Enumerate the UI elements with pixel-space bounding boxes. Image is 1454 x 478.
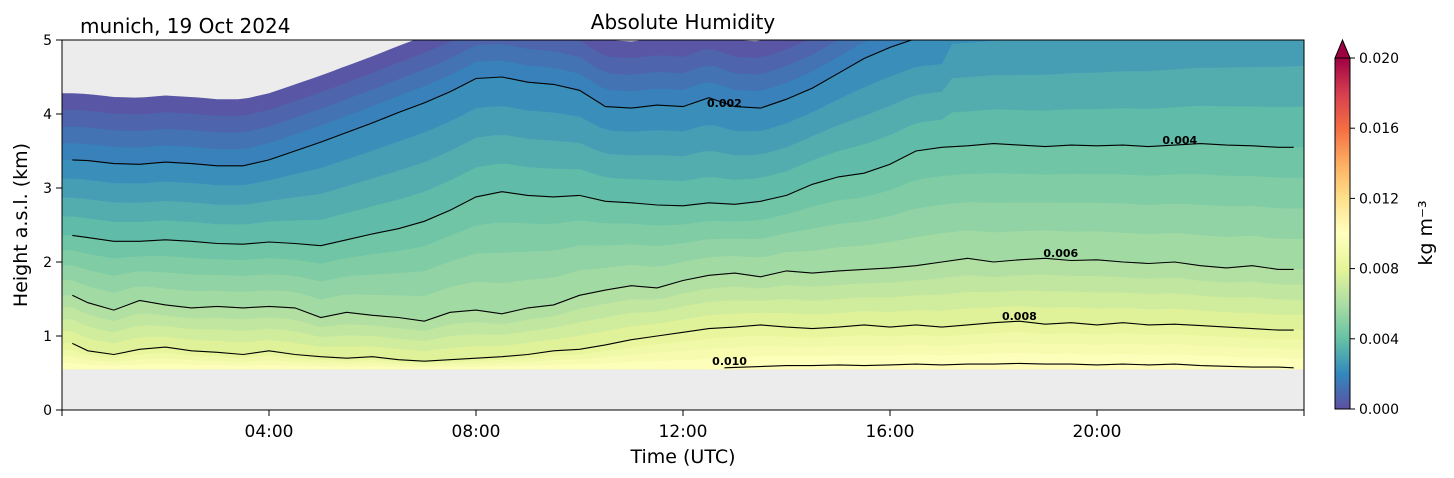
y-tick-label: 2 — [43, 255, 52, 271]
contour-line — [72, 143, 1294, 247]
contour-label: 0.008 — [1002, 310, 1037, 323]
chart-title: Absolute Humidity — [591, 10, 776, 34]
contour-label: 0.002 — [707, 97, 742, 110]
x-tick-label: 08:00 — [452, 422, 501, 442]
x-axis-ticks: 04:00 08:00 12:00 16:00 20:00 — [61, 410, 1305, 442]
y-tick-label: 0 — [43, 403, 52, 419]
x-tick-label: 12:00 — [659, 422, 708, 442]
colorbar: 0.000 0.004 0.008 0.012 0.016 0.020 kg m⁻³ — [1334, 38, 1437, 418]
y-axis-label: Height a.s.l. (km) — [10, 143, 32, 307]
y-axis-ticks: 0 1 2 3 4 5 — [43, 33, 62, 419]
contour-line — [72, 320, 1294, 362]
contour-label: 0.010 — [712, 355, 747, 368]
colorbar-tick-label: 0.012 — [1359, 191, 1399, 207]
colorbar-tick-label: 0.016 — [1359, 121, 1399, 137]
contour-line — [72, 257, 1294, 322]
colorbar-extend-arrow — [1334, 38, 1351, 59]
contour-line — [724, 362, 1294, 369]
y-tick-label: 3 — [43, 181, 52, 197]
colorbar-ticks: 0.000 0.004 0.008 0.012 0.016 0.020 — [1350, 51, 1399, 418]
colorbar-tick-label: 0.004 — [1359, 332, 1399, 348]
colorbar-tick-label: 0.000 — [1359, 402, 1399, 418]
contour-label: 0.004 — [1162, 134, 1197, 147]
colorbar-scale — [1334, 57, 1351, 410]
colorbar-tick-label: 0.008 — [1359, 262, 1399, 278]
x-axis-label: Time (UTC) — [629, 446, 735, 468]
contour-lines — [72, 40, 1294, 369]
contour-labels: 0.002 0.004 0.006 0.008 0.010 — [707, 97, 1198, 368]
x-tick-label: 16:00 — [866, 422, 915, 442]
x-tick-label: 04:00 — [245, 422, 294, 442]
y-tick-label: 4 — [43, 107, 52, 123]
colorbar-label: kg m⁻³ — [1415, 200, 1437, 265]
colorbar-tick-label: 0.020 — [1359, 51, 1399, 67]
y-tick-label: 1 — [43, 329, 52, 345]
location-date-label: munich, 19 Oct 2024 — [80, 14, 290, 38]
contour-line — [72, 40, 914, 167]
x-tick-label: 20:00 — [1073, 422, 1122, 442]
humidity-band — [62, 363, 1304, 370]
y-tick-label: 5 — [43, 33, 52, 49]
contour-label: 0.006 — [1043, 247, 1078, 260]
